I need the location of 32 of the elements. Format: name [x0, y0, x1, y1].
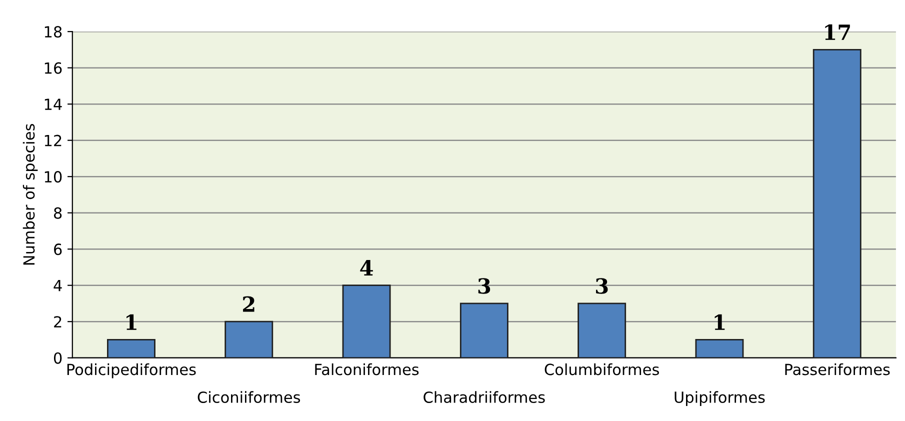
y-tick-label: 4 [54, 280, 62, 292]
data-label: 3 [478, 278, 490, 294]
x-tick-label: Podicipediformes [67, 363, 196, 378]
data-label: 17 [825, 24, 850, 40]
x-tick-label: Upipiformes [674, 391, 765, 406]
y-tick-label: 8 [54, 207, 62, 219]
data-label: 1 [714, 314, 725, 330]
y-tick-label: 10 [44, 171, 62, 183]
y-tick-label: 2 [54, 316, 62, 328]
bar [578, 302, 626, 358]
bar [812, 49, 862, 358]
bar [224, 320, 274, 358]
data-label: 3 [596, 278, 608, 294]
x-tick-label: Falconiformes [315, 363, 419, 376]
bar [695, 339, 744, 358]
data-label: 1 [126, 314, 136, 330]
x-tick-label: Passeriformes [785, 363, 890, 376]
x-tick-label: Charadriiformes [424, 391, 545, 404]
bar [342, 284, 391, 358]
y-tick-label: 18 [44, 26, 62, 38]
y-tick-label: 6 [54, 244, 62, 256]
y-tick-label: 14 [44, 98, 62, 110]
data-label: 2 [243, 296, 254, 312]
data-label: 4 [360, 260, 373, 276]
y-tick-label: 16 [44, 62, 62, 74]
bar [460, 302, 508, 358]
x-tick-label: Columbiformes [544, 363, 659, 376]
y-tick-label: 0 [54, 352, 62, 364]
bar [107, 339, 156, 358]
y-axis-title: Number of species [22, 124, 38, 265]
y-tick-label: 12 [44, 134, 62, 146]
x-tick-label: Ciconiiformes [198, 391, 300, 404]
